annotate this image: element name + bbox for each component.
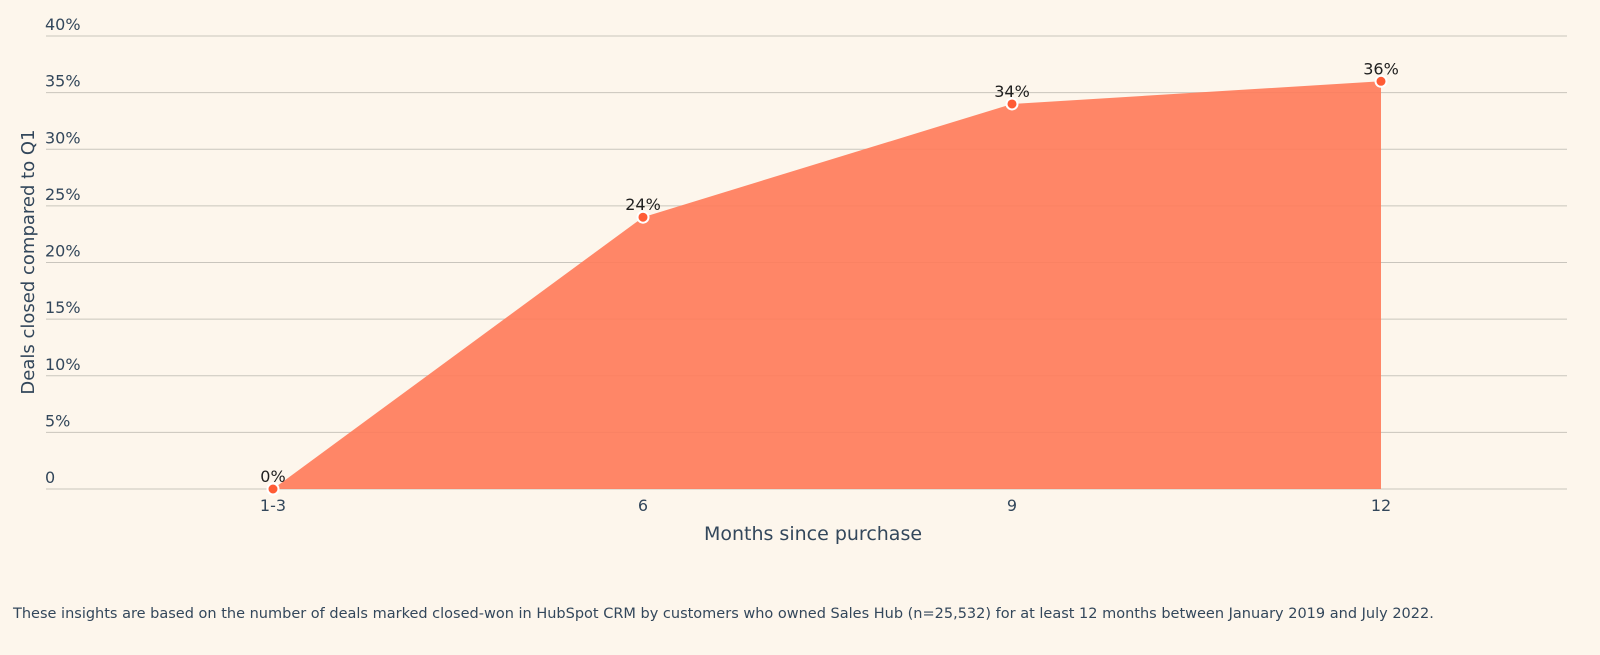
data-labels: 0% 24% 34% 36% — [260, 59, 1398, 486]
y-tick-label: 15% — [45, 298, 81, 317]
data-point[interactable] — [266, 482, 280, 496]
x-tick-label: 9 — [1007, 496, 1017, 515]
y-tick-label: 30% — [45, 128, 81, 147]
y-tick-label: 0 — [45, 468, 55, 487]
y-tick-label: 10% — [45, 355, 81, 374]
area-series — [273, 81, 1381, 490]
data-points — [266, 74, 1388, 496]
data-point[interactable] — [636, 210, 650, 224]
y-tick-label: 20% — [45, 242, 81, 261]
area-fill — [273, 81, 1381, 490]
data-label: 24% — [625, 195, 661, 214]
x-axis-title: Months since purchase — [704, 523, 922, 545]
data-point[interactable] — [1374, 74, 1388, 88]
data-label: 36% — [1363, 59, 1399, 78]
y-tick-label: 5% — [45, 411, 70, 430]
data-label: 0% — [260, 467, 285, 486]
y-axis-tick-labels: 0 5% 10% 15% 20% 25% 30% 35% 40% — [45, 15, 81, 487]
area-chart: 0 5% 10% 15% 20% 25% 30% 35% 40% 0% 24% 34% 36% 1-3… — [18, 15, 1567, 545]
footnote: These insights are based on the number o… — [13, 606, 1434, 622]
x-tick-label: 1-3 — [260, 496, 286, 515]
x-axis-tick-labels: 1-3 6 9 12 — [260, 496, 1391, 515]
y-tick-label: 25% — [45, 185, 81, 204]
y-tick-label: 40% — [45, 15, 81, 34]
y-tick-label: 35% — [45, 72, 81, 91]
x-tick-label: 6 — [638, 496, 648, 515]
y-axis-title: Deals closed compared to Q1 — [18, 129, 39, 394]
x-tick-label: 12 — [1371, 496, 1391, 515]
data-point[interactable] — [1005, 97, 1019, 111]
data-label: 34% — [994, 82, 1030, 101]
